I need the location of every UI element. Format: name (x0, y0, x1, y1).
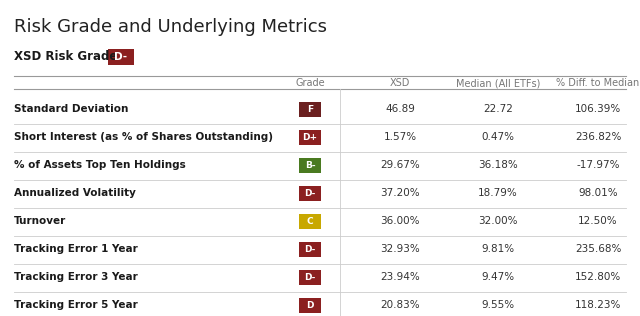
Text: Short Interest (as % of Shares Outstanding): Short Interest (as % of Shares Outstandi… (14, 132, 273, 142)
Text: Turnover: Turnover (14, 216, 67, 226)
Text: 0.47%: 0.47% (481, 132, 515, 142)
Text: 236.82%: 236.82% (575, 132, 621, 142)
FancyBboxPatch shape (299, 270, 321, 284)
Text: 29.67%: 29.67% (380, 160, 420, 170)
FancyBboxPatch shape (299, 297, 321, 313)
Text: D-: D- (115, 52, 127, 62)
Text: 152.80%: 152.80% (575, 272, 621, 282)
Text: D-: D- (304, 245, 316, 253)
FancyBboxPatch shape (299, 157, 321, 173)
Text: F: F (307, 105, 313, 113)
Text: 32.93%: 32.93% (380, 244, 420, 254)
Text: Risk Grade and Underlying Metrics: Risk Grade and Underlying Metrics (14, 18, 327, 36)
Text: 9.47%: 9.47% (481, 272, 515, 282)
Text: 9.55%: 9.55% (481, 300, 515, 310)
Text: XSD: XSD (390, 78, 410, 88)
Text: Tracking Error 5 Year: Tracking Error 5 Year (14, 300, 138, 310)
Text: 118.23%: 118.23% (575, 300, 621, 310)
Text: Median (All ETFs): Median (All ETFs) (456, 78, 540, 88)
Text: 18.79%: 18.79% (478, 188, 518, 198)
FancyBboxPatch shape (299, 241, 321, 257)
Text: C: C (307, 216, 314, 226)
Text: D+: D+ (303, 132, 317, 142)
Text: 36.00%: 36.00% (380, 216, 420, 226)
Text: 32.00%: 32.00% (478, 216, 518, 226)
Text: -17.97%: -17.97% (576, 160, 620, 170)
Text: Grade: Grade (295, 78, 325, 88)
Text: XSD Risk Grade: XSD Risk Grade (14, 50, 117, 63)
Text: Tracking Error 3 Year: Tracking Error 3 Year (14, 272, 138, 282)
Text: 9.81%: 9.81% (481, 244, 515, 254)
FancyBboxPatch shape (108, 49, 134, 65)
FancyBboxPatch shape (299, 130, 321, 144)
FancyBboxPatch shape (299, 185, 321, 200)
Text: 98.01%: 98.01% (578, 188, 618, 198)
FancyBboxPatch shape (299, 101, 321, 117)
Text: 12.50%: 12.50% (578, 216, 618, 226)
Text: Tracking Error 1 Year: Tracking Error 1 Year (14, 244, 138, 254)
Text: 46.89: 46.89 (385, 104, 415, 114)
Text: Annualized Volatility: Annualized Volatility (14, 188, 136, 198)
Text: Standard Deviation: Standard Deviation (14, 104, 129, 114)
Text: % of Assets Top Ten Holdings: % of Assets Top Ten Holdings (14, 160, 186, 170)
Text: B-: B- (305, 161, 316, 169)
Text: 106.39%: 106.39% (575, 104, 621, 114)
Text: 1.57%: 1.57% (383, 132, 417, 142)
Text: % Diff. to Median: % Diff. to Median (556, 78, 639, 88)
Text: 235.68%: 235.68% (575, 244, 621, 254)
Text: D-: D- (304, 272, 316, 282)
Text: D: D (307, 301, 314, 309)
Text: 20.83%: 20.83% (380, 300, 420, 310)
Text: 23.94%: 23.94% (380, 272, 420, 282)
Text: 22.72: 22.72 (483, 104, 513, 114)
Text: D-: D- (304, 189, 316, 198)
Text: 36.18%: 36.18% (478, 160, 518, 170)
Text: 37.20%: 37.20% (380, 188, 420, 198)
FancyBboxPatch shape (299, 214, 321, 228)
